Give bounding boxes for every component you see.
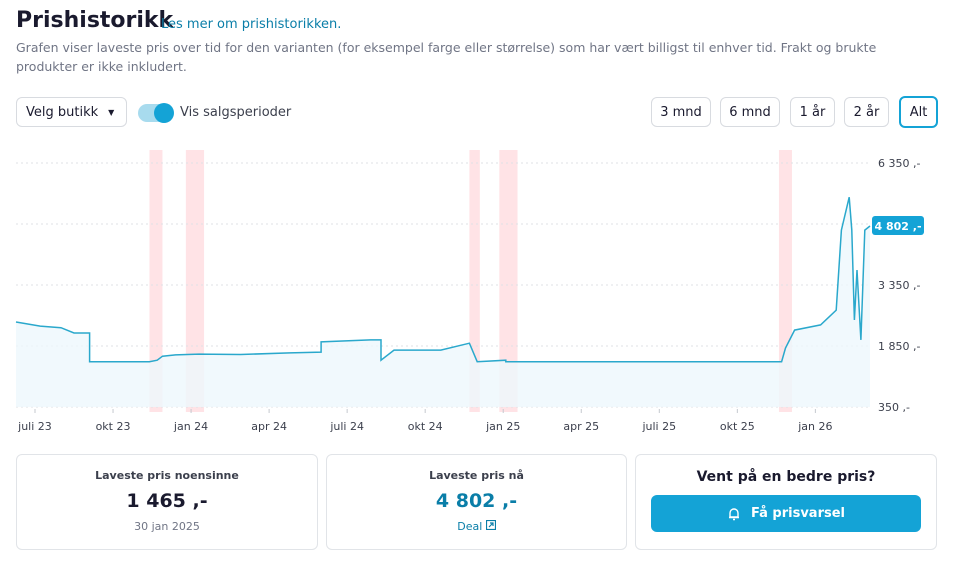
info-link[interactable]: Les mer om prishistorikken.	[161, 17, 342, 32]
x-tick-label: juli 23	[17, 420, 52, 433]
alert-button[interactable]: Få prisvarsel	[651, 495, 921, 532]
card-price: 4 802 ,-	[435, 490, 518, 512]
price-area	[16, 197, 870, 407]
sale-period	[185, 150, 205, 412]
card-title: Laveste pris noensinne	[95, 469, 239, 482]
sale-toggle[interactable]	[138, 103, 174, 123]
lowest-now-card: Laveste pris nå 4 802 ,- Deal	[326, 454, 627, 550]
description: Grafen viser laveste pris over tid for d…	[16, 40, 877, 74]
range-button[interactable]: 2 år	[844, 97, 889, 127]
x-tick-label: jan 25	[485, 420, 520, 433]
current-price-label: 4 802 ,-	[874, 220, 921, 233]
external-icon	[485, 519, 496, 531]
x-tick-label: juli 25	[641, 420, 676, 433]
x-tick-label: juli 24	[329, 420, 364, 433]
store-select-label: Velg butikk	[26, 104, 99, 120]
price-chart: 350 ,-1 850 ,-3 350 ,-4 850 ,-6 350 ,-ju…	[15, 150, 924, 433]
y-tick-label: 350 ,-	[878, 401, 910, 414]
x-tick-label: okt 25	[720, 420, 755, 433]
current-price-badge	[872, 215, 924, 235]
sale-period	[469, 150, 480, 412]
y-tick-label: 6 350 ,-	[878, 157, 920, 170]
store-select[interactable]: Velg butikk ▼	[16, 97, 127, 127]
toggle-knob	[154, 103, 174, 123]
x-tick-label: apr 25	[563, 420, 599, 433]
deal-text: Deal	[457, 520, 483, 533]
range-button[interactable]: Alt	[899, 96, 938, 128]
toggle-label: Vis salgsperioder	[180, 105, 292, 120]
range-button[interactable]: 6 mnd	[720, 97, 780, 127]
x-tick-label: jan 26	[797, 420, 832, 433]
card-price: 1 465 ,-	[126, 490, 208, 512]
range-button[interactable]: 3 mnd	[651, 97, 711, 127]
card-title: Laveste pris nå	[429, 469, 524, 482]
x-tick-label: okt 24	[408, 420, 443, 433]
alert-button-label: Få prisvarsel	[751, 506, 845, 521]
y-tick-label: 1 850 ,-	[878, 340, 920, 353]
lowest-ever-card: Laveste pris noensinne 1 465 ,- 30 jan 2…	[16, 454, 318, 550]
x-tick-label: jan 24	[173, 420, 208, 433]
title: Prishistorikk	[16, 8, 174, 33]
y-tick-label: 3 350 ,-	[878, 279, 920, 292]
deal-link[interactable]: Deal	[327, 519, 626, 533]
x-tick-label: apr 24	[251, 420, 287, 433]
alert-card: Vent på en bedre pris? Få prisvarsel	[635, 454, 937, 550]
bell-icon	[729, 507, 739, 520]
alert-title: Vent på en bedre pris?	[696, 469, 876, 485]
x-tick-label: okt 23	[96, 420, 131, 433]
caret: ▼	[108, 107, 115, 117]
range-button[interactable]: 1 år	[790, 97, 835, 127]
price-line	[15, 197, 871, 363]
card-date: 30 jan 2025	[134, 520, 200, 533]
